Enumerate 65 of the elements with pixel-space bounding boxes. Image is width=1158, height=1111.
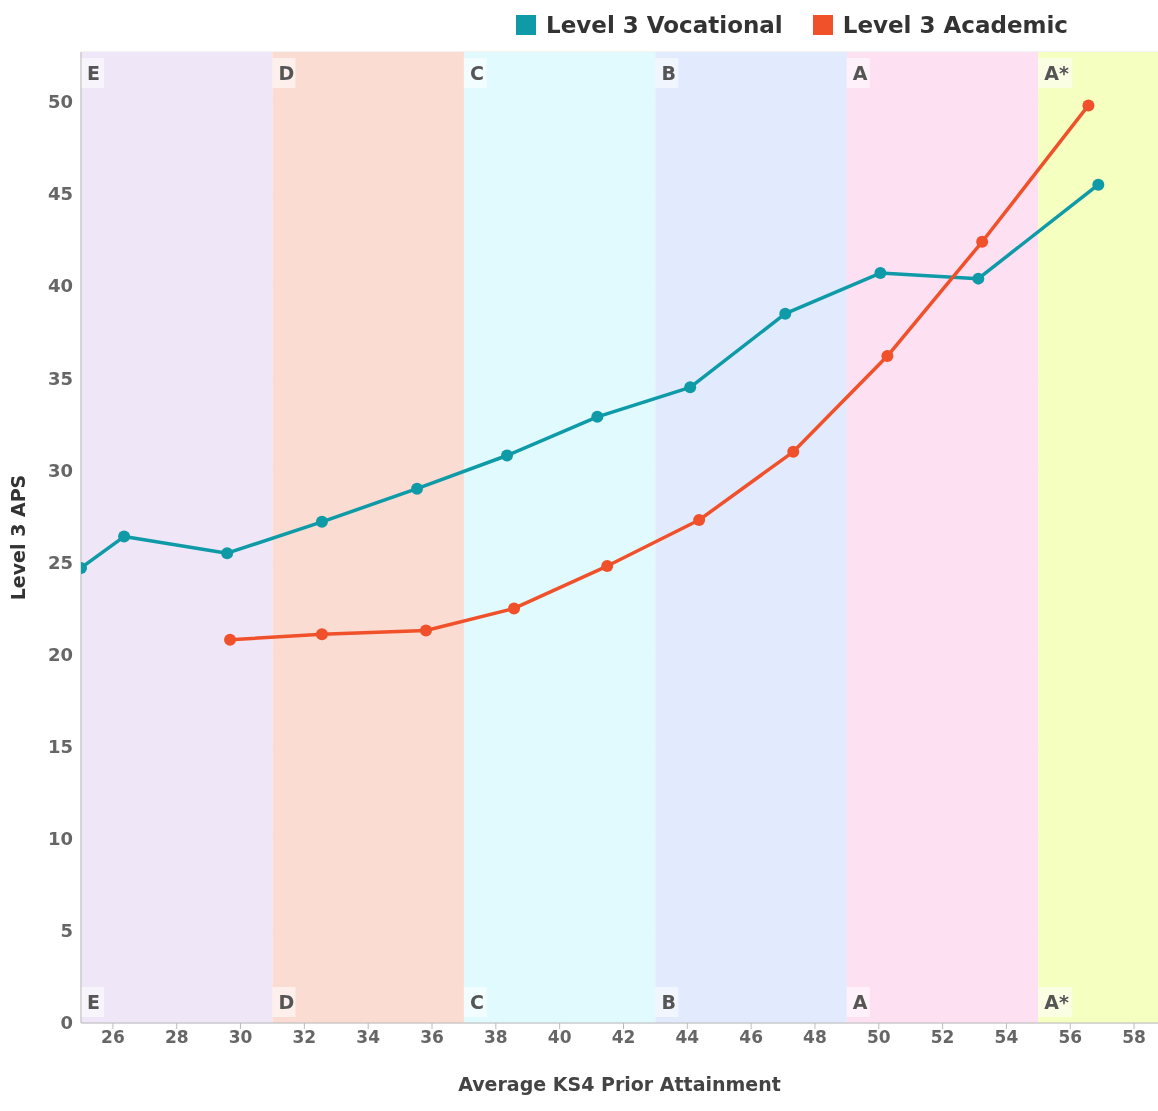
text: A* — [1044, 991, 1069, 1013]
legend-label: Level 3 Vocational — [545, 12, 783, 38]
text: A — [852, 991, 868, 1013]
x-tick-label: 32 — [292, 1027, 317, 1048]
y-tick-label: 35 — [47, 367, 73, 389]
x-tick-label: 46 — [739, 1027, 763, 1048]
x-axis-title: Average KS4 Prior Attainment — [458, 1073, 781, 1095]
x-tick-label: 30 — [228, 1027, 253, 1048]
point — [419, 624, 432, 637]
x-tick-label: 34 — [356, 1027, 381, 1048]
band-label: B — [661, 62, 676, 84]
x-tick-label: 50 — [866, 1027, 891, 1048]
point — [787, 445, 800, 458]
x-tick-label: 42 — [611, 1027, 636, 1048]
point — [501, 449, 514, 462]
point — [315, 628, 328, 641]
band-label: A* — [1044, 62, 1070, 84]
band-label: E — [87, 62, 100, 84]
point — [779, 307, 792, 320]
x-tick-label: 44 — [675, 1027, 700, 1048]
y-tick-label: 0 — [60, 1012, 73, 1034]
x-tick-label: 52 — [930, 1027, 955, 1048]
point — [221, 547, 234, 560]
band-label: A — [852, 62, 868, 84]
point — [411, 482, 424, 495]
text: D — [278, 991, 295, 1013]
point — [1082, 99, 1095, 112]
x-tick-label: 26 — [101, 1027, 125, 1048]
y-tick-label: 10 — [47, 828, 73, 850]
y-tick-label: 5 — [60, 920, 73, 942]
band-label: D — [278, 62, 295, 84]
point — [684, 381, 697, 394]
x-tick-label: 40 — [547, 1027, 572, 1048]
point — [315, 515, 328, 528]
x-tick-label: 38 — [484, 1027, 508, 1048]
point — [224, 633, 237, 646]
point — [118, 530, 131, 543]
y-tick-label: 20 — [47, 643, 73, 665]
x-tick-label: 58 — [1122, 1027, 1146, 1048]
point — [1092, 178, 1105, 191]
y-tick-label: 40 — [47, 275, 73, 297]
point — [601, 560, 614, 573]
point — [874, 267, 887, 280]
text: C — [469, 991, 484, 1013]
y-axis-title: Level 3 APS — [6, 474, 29, 601]
y-tick-label: 50 — [47, 91, 73, 113]
y-tick-label: 45 — [47, 183, 73, 205]
point — [881, 350, 894, 363]
band-label: C — [469, 62, 484, 84]
x-tick-label: 56 — [1058, 1027, 1083, 1048]
y-tick-label: 15 — [47, 736, 73, 758]
point — [508, 602, 521, 615]
text: B — [661, 991, 676, 1013]
x-tick-label: 48 — [803, 1027, 827, 1048]
text: E — [87, 991, 100, 1013]
x-tick-label: 54 — [994, 1027, 1019, 1048]
x-tick-label: 36 — [420, 1027, 444, 1048]
legend-label: Level 3 Academic — [841, 12, 1068, 38]
x-tick-label: 28 — [164, 1027, 189, 1048]
point — [976, 235, 989, 248]
point — [972, 272, 985, 285]
point — [591, 410, 604, 423]
y-tick-label: 30 — [47, 459, 73, 481]
point — [693, 514, 706, 526]
y-tick-label: 25 — [47, 551, 73, 573]
